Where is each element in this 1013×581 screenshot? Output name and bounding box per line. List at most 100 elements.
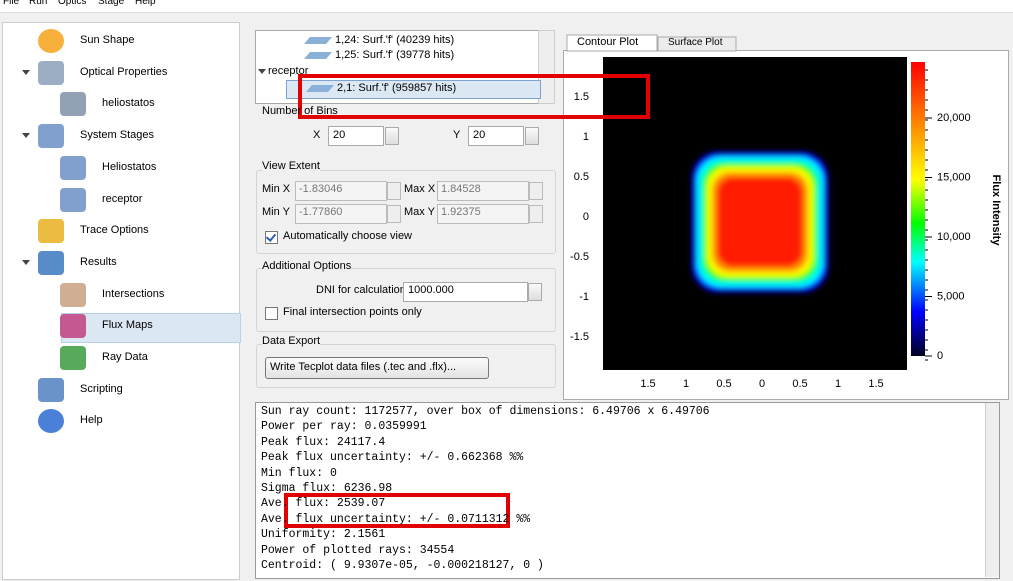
tab-surface[interactable]: [657, 36, 737, 52]
tree-icon: [38, 124, 64, 149]
field-label: Min X: [262, 183, 291, 195]
expander: [22, 259, 30, 265]
sidebar: [2, 22, 241, 580]
y-tick-label: 0: [583, 211, 589, 223]
input-value: -1.83046: [299, 183, 343, 195]
tree-icon: [38, 60, 64, 85]
tree-icon: [38, 219, 64, 244]
flux-heatmap: [692, 152, 828, 292]
export-button[interactable]: [265, 357, 489, 379]
tab-contour[interactable]: [566, 34, 658, 52]
tree-icon: [60, 314, 86, 339]
tree-item[interactable]: Help: [80, 414, 103, 427]
y-tick-label: 1.5: [574, 91, 589, 103]
menu-bar: [0, 0, 1013, 13]
field-label: X: [313, 129, 321, 141]
colorbar: [911, 62, 925, 356]
input: [295, 204, 387, 224]
tree-item[interactable]: Sun Shape: [80, 34, 135, 46]
checkbox[interactable]: [265, 307, 278, 320]
x-tick-label: 1.5: [640, 378, 655, 390]
tree-item[interactable]: heliostatos: [102, 97, 155, 110]
input-value: 1000.000: [408, 284, 454, 296]
group-title: Number of Bins: [262, 105, 338, 117]
expander: [22, 69, 30, 75]
checkbox-label: Final intersection points only: [283, 306, 422, 318]
x-tick-label: 1: [683, 378, 689, 390]
highlight-box: [284, 493, 510, 528]
tree-item[interactable]: Ray Data: [102, 351, 148, 363]
spin[interactable]: [525, 127, 539, 145]
tree-icon: [60, 187, 86, 212]
tree-item[interactable]: Optical Properties: [80, 65, 168, 78]
y-tick-label: -1.5: [570, 331, 589, 343]
spin: [387, 182, 401, 200]
tree-item[interactable]: receptor: [102, 192, 143, 205]
output-line: Min flux: 0: [261, 466, 337, 480]
menu-item[interactable]: Help: [135, 0, 156, 7]
output-line: Power per ray: 0.0359991: [261, 420, 427, 434]
y-tick-label: 1: [583, 131, 589, 143]
colorbar-tick-label: 20,000: [937, 112, 971, 124]
selected-surface[interactable]: [286, 80, 541, 99]
list-item[interactable]: 1,24: Surf.'f' (40239 hits): [335, 34, 455, 46]
spin[interactable]: [528, 283, 542, 301]
tree-item[interactable]: Trace Options: [80, 224, 149, 237]
list-item[interactable]: 1,25: Surf.'f' (39778 hits): [335, 49, 455, 61]
output-line: Uniformity: 2.1561: [261, 528, 386, 542]
tree-item[interactable]: Flux Maps: [102, 319, 153, 332]
colorbar-tick-label: 0: [937, 350, 943, 362]
tree-icon: [60, 346, 86, 370]
list-scrollbar[interactable]: [538, 30, 555, 104]
tab-label[interactable]: Contour Plot: [577, 36, 639, 48]
x-tick-label: 0.5: [716, 378, 731, 390]
view-extent-group: [256, 170, 556, 254]
tree-item[interactable]: Results: [80, 255, 117, 268]
list-item[interactable]: receptor: [268, 65, 309, 77]
output-text: [255, 402, 1000, 579]
expander: [258, 69, 266, 74]
output-line: Peak flux uncertainty: +/- 0.662368 %%: [261, 451, 524, 465]
tree-item[interactable]: Intersections: [102, 287, 165, 300]
output-scrollbar[interactable]: [985, 403, 999, 577]
x-tick-label: 1: [835, 378, 841, 390]
spin[interactable]: [385, 127, 399, 145]
button-label[interactable]: Write Tecplot data files (.tec and .flx)…: [270, 361, 457, 373]
checkbox[interactable]: [265, 231, 278, 244]
checkbox-label: Automatically choose view: [283, 230, 413, 242]
tree-item[interactable]: System Stages: [80, 129, 154, 142]
input-value: 1.92375: [441, 206, 481, 218]
tree-icon: [38, 250, 64, 275]
group-title: Additional Options: [262, 260, 352, 272]
output-line: Power of plotted rays: 34554: [261, 543, 455, 557]
export-group: [256, 344, 556, 388]
x-tick-label: 0: [759, 378, 765, 390]
input[interactable]: [403, 282, 528, 302]
field-label: Max X: [404, 183, 436, 195]
spin: [387, 205, 401, 223]
tree-item[interactable]: Scripting: [80, 382, 123, 395]
menu-item[interactable]: Optics: [58, 0, 87, 7]
input: [437, 181, 529, 201]
input-value: 20: [333, 129, 346, 141]
menu-item[interactable]: File: [3, 0, 20, 7]
field-label: DNI for calculations:: [316, 284, 415, 296]
x-tick-label: 1.5: [868, 378, 883, 390]
input[interactable]: [328, 126, 384, 146]
highlight-box: [298, 74, 650, 119]
menu-item[interactable]: Stage: [98, 0, 125, 7]
input[interactable]: [468, 126, 524, 146]
tree-icon: [38, 377, 64, 402]
colorbar-label: Flux Intensity: [990, 175, 1002, 247]
selected-row: [61, 313, 241, 343]
tree-icon: [60, 282, 86, 307]
tree-icon: [60, 155, 86, 180]
options-group: [256, 268, 556, 332]
list-item[interactable]: 2,1: Surf.'f' (959857 hits): [337, 82, 457, 94]
tree-item[interactable]: Heliostatos: [102, 160, 157, 173]
menu-item[interactable]: Run: [29, 0, 48, 7]
tab-label[interactable]: Surface Plot: [668, 37, 723, 48]
field-label: Min Y: [262, 206, 290, 218]
